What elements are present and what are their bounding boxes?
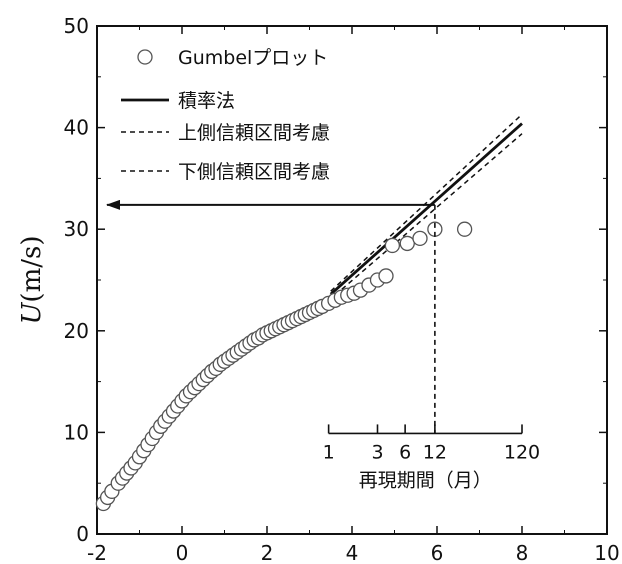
y-axis-label: U(m/s) [17, 236, 47, 325]
legend-marker [137, 49, 153, 65]
y-tick-label: 10 [64, 420, 89, 444]
legend-label: 下側信頼区間考慮 [178, 161, 330, 183]
x-tick-label: 10 [594, 541, 619, 564]
gumbel-plot-point [412, 230, 428, 246]
upper-confidence-line [330, 113, 523, 292]
x-tick-label: 2 [261, 541, 274, 564]
return-period-tick-label: 1 [323, 441, 335, 463]
x-tick-label: -2 [87, 541, 107, 564]
gumbel-plot-point [456, 221, 473, 237]
legend-label: 積率法 [178, 90, 235, 112]
x-tick-label: 0 [176, 541, 189, 564]
gumbel-plot-point [399, 235, 415, 252]
return-period-tick-label: 3 [371, 441, 383, 463]
y-tick-label: 50 [64, 14, 89, 38]
return-period-tick-label: 120 [504, 441, 540, 463]
gumbel-plot-point [384, 237, 401, 254]
x-tick-label: 6 [431, 541, 444, 564]
moment-method-line [329, 122, 523, 296]
y-tick-label: 40 [64, 116, 89, 140]
y-tick-label: 0 [76, 522, 89, 546]
y-tick-label: 20 [64, 319, 89, 343]
gumbel-plot-point [378, 268, 394, 284]
legend-label: Gumbelプロット [178, 47, 328, 69]
x-tick-label: 4 [346, 541, 359, 564]
y-tick-label: 30 [64, 217, 89, 241]
return-period-tick-label: 6 [399, 441, 411, 463]
return-period-axis-title: 再現期間（月） [359, 469, 492, 491]
legend-label: 上側信頼区間考慮 [178, 122, 330, 144]
return-period-tick-label: 12 [423, 441, 447, 463]
x-tick-label: 8 [516, 541, 529, 564]
